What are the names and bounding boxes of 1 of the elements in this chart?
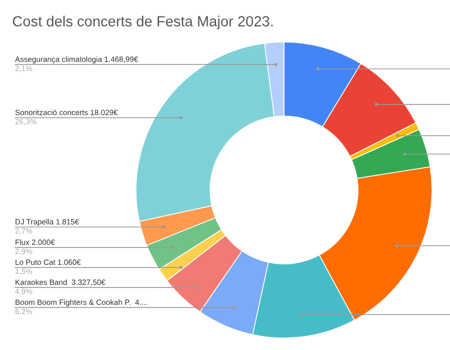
chart-title: Cost dels concerts de Festa Major 2023. [12,16,273,30]
